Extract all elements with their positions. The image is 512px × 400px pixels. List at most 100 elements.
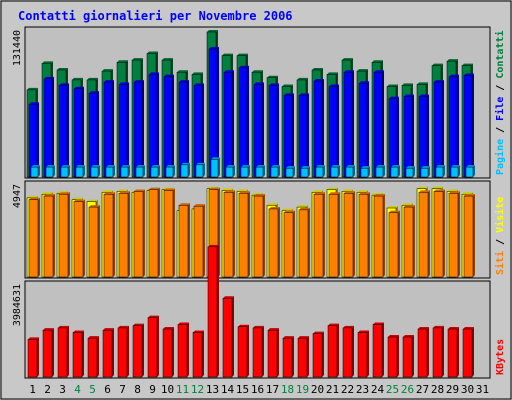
x-tick-label-24: 24 <box>371 383 385 396</box>
bar-bottom-kbytes-1 <box>27 337 39 378</box>
bar-top-pagine-16 <box>255 165 265 178</box>
bar-middle-siti-8 <box>133 189 145 278</box>
legend-middle-0: Siti <box>494 251 506 275</box>
bar-top-file-3 <box>58 83 69 178</box>
x-tick-label-11: 11 <box>176 383 189 396</box>
bar-top-pagine-10 <box>165 165 175 178</box>
bar-top-file-9 <box>148 72 159 178</box>
x-tick-label-9: 9 <box>149 383 156 396</box>
bar-bottom-kbytes-12 <box>192 330 204 378</box>
panel-top-legend: Pagine / File / Contatti <box>494 30 506 175</box>
x-tick-label-10: 10 <box>161 383 174 396</box>
x-tick-label-12: 12 <box>191 383 204 396</box>
bar-top-file-10 <box>163 74 174 178</box>
bar-middle-siti-25 <box>388 210 400 278</box>
bar-top-pagine-5 <box>90 165 100 178</box>
bar-top-pagine-28 <box>435 165 445 178</box>
bar-bottom-kbytes-24 <box>372 322 384 378</box>
bar-bottom-kbytes-7 <box>117 325 129 378</box>
x-tick-label-3: 3 <box>59 383 66 396</box>
legend-top-4: Contatti <box>494 30 506 78</box>
bar-bottom-kbytes-14 <box>222 296 234 378</box>
bar-top-file-27 <box>418 94 429 178</box>
x-tick-label-28: 28 <box>431 383 444 396</box>
x-tick-label-23: 23 <box>356 383 369 396</box>
bar-bottom-kbytes-25 <box>387 335 399 378</box>
panel-top-ymax-label: 131440 <box>12 30 23 66</box>
bar-top-file-21 <box>328 84 339 178</box>
bar-bottom-kbytes-11 <box>177 322 189 378</box>
x-tick-label-8: 8 <box>134 383 141 396</box>
legend-bottom-0: KBytes <box>495 339 506 375</box>
x-tick-label-30: 30 <box>461 383 474 396</box>
bar-middle-siti-2 <box>43 194 55 278</box>
bar-top-pagine-1 <box>30 165 40 178</box>
bar-top-file-23 <box>358 81 369 178</box>
x-tick-label-2: 2 <box>44 383 51 396</box>
x-tick-label-21: 21 <box>326 383 339 396</box>
bar-middle-siti-1 <box>28 197 40 278</box>
x-tick-label-7: 7 <box>119 383 126 396</box>
bar-bottom-kbytes-20 <box>312 331 324 378</box>
panel-bottom-ymax-label: 3984631 <box>12 284 23 326</box>
bar-bottom-kbytes-4 <box>72 330 84 378</box>
panel-bottom-legend: KBytes <box>495 339 506 375</box>
x-tick-label-22: 22 <box>341 383 354 396</box>
bar-middle-siti-11 <box>178 203 190 278</box>
x-tick-label-31: 31 <box>476 383 489 396</box>
panel-middle-legend: Siti / Visite <box>494 197 506 275</box>
bar-top-file-2 <box>43 76 54 178</box>
bar-top-pagine-19 <box>300 166 310 178</box>
panel-middle: 4947 Siti / Visite <box>12 180 506 279</box>
bar-bottom-kbytes-29 <box>447 327 459 378</box>
bar-top-pagine-22 <box>345 165 355 178</box>
x-tick-label-17: 17 <box>266 383 279 396</box>
bar-top-file-29 <box>448 74 459 178</box>
bar-top-file-19 <box>298 93 309 178</box>
legend-top-0: Pagine <box>494 139 506 175</box>
bar-middle-siti-14 <box>223 190 235 278</box>
bar-middle-siti-24 <box>373 194 385 278</box>
bar-top-pagine-24 <box>375 165 385 178</box>
bar-middle-siti-18 <box>283 210 295 278</box>
bar-bottom-kbytes-10 <box>162 327 174 378</box>
bar-bottom-kbytes-19 <box>297 336 309 378</box>
x-tick-label-4: 4 <box>74 383 81 396</box>
legend-middle-1: / <box>495 233 506 251</box>
bar-bottom-kbytes-18 <box>282 336 294 378</box>
bar-top-file-13 <box>208 47 219 178</box>
bar-middle-siti-21 <box>328 192 340 278</box>
bar-top-file-18 <box>283 93 294 178</box>
panel-middle-ymax-label: 4947 <box>12 184 23 208</box>
bar-top-pagine-18 <box>285 166 295 178</box>
bar-top-pagine-7 <box>120 165 130 178</box>
bar-top-file-20 <box>313 79 324 178</box>
bar-top-pagine-2 <box>45 165 55 178</box>
bar-top-file-6 <box>103 80 114 178</box>
panel-bottom: 3984631 KBytes <box>12 244 506 379</box>
bar-middle-siti-30 <box>463 194 475 278</box>
bar-bottom-kbytes-22 <box>342 325 354 378</box>
bar-top-pagine-14 <box>225 165 235 178</box>
bar-top-file-1 <box>28 102 39 178</box>
bar-middle-siti-6 <box>103 192 115 278</box>
bar-middle-siti-4 <box>73 199 85 278</box>
bar-bottom-kbytes-15 <box>237 324 249 378</box>
bar-top-pagine-3 <box>60 165 70 178</box>
bar-top-pagine-30 <box>465 165 475 178</box>
bar-top-pagine-13 <box>210 157 220 178</box>
bar-top-pagine-23 <box>360 166 370 178</box>
bar-top-file-25 <box>388 96 399 178</box>
bar-middle-siti-23 <box>358 192 370 278</box>
bar-middle-siti-22 <box>343 191 355 278</box>
bar-bottom-kbytes-30 <box>462 327 474 378</box>
bar-middle-siti-28 <box>433 189 445 278</box>
x-tick-label-25: 25 <box>386 383 399 396</box>
bar-bottom-kbytes-13 <box>207 244 219 378</box>
x-tick-label-26: 26 <box>401 383 414 396</box>
bar-bottom-kbytes-23 <box>357 330 369 378</box>
bar-middle-siti-19 <box>298 207 310 278</box>
bar-top-pagine-12 <box>195 162 205 178</box>
